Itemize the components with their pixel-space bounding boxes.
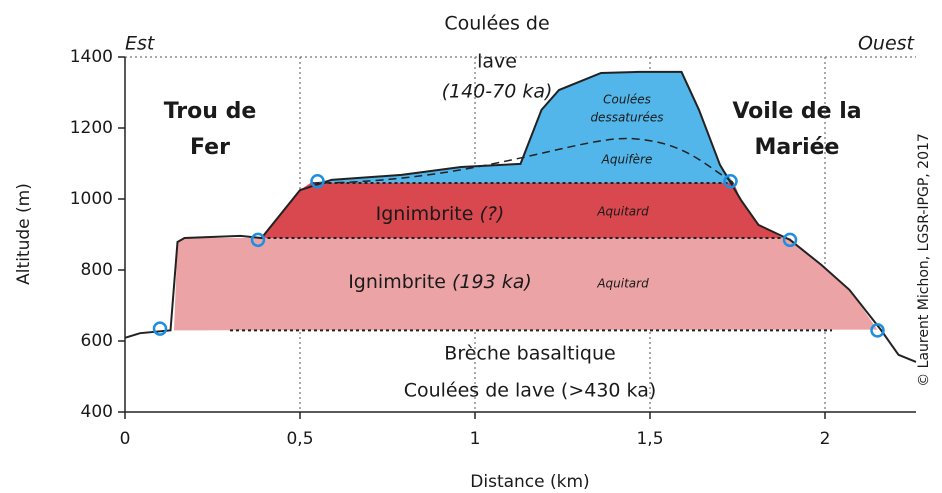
layer-label: dessaturées (590, 111, 663, 125)
top-title: (140-70 ka) (442, 81, 553, 103)
y-axis-label: Altitude (m) (14, 183, 34, 285)
layer-label: Ignimbrite(?) (376, 203, 505, 225)
breccia-label: Brèche basaltique (444, 343, 615, 365)
y-tick-label: 1200 (70, 118, 113, 138)
site-label: Mariée (755, 135, 840, 160)
x-tick-label: 2 (820, 429, 831, 449)
x-tick-label: 1,5 (636, 429, 663, 449)
credit: © Laurent Michon, LGSR-IPGP, 2017 (916, 133, 932, 387)
chart: Est Ouest Coulées de lave (140-70 ka) Tr… (0, 0, 942, 493)
layer-label: Coulées (603, 93, 651, 107)
site-label: Fer (190, 135, 230, 160)
top-title: Coulées de (444, 13, 549, 35)
spring (154, 323, 166, 335)
y-tick-label: 1400 (70, 47, 113, 67)
site-label: Trou de (164, 99, 257, 124)
layer-name: Ignimbrite (348, 271, 446, 293)
layer-age: (?) (479, 203, 504, 225)
y-tick-label: 1000 (70, 189, 113, 209)
y-tick-label: 600 (81, 331, 113, 351)
x-tick-label: 0,5 (286, 429, 313, 449)
y-tick-label: 800 (81, 260, 113, 280)
layer-name: Ignimbrite (376, 203, 474, 225)
x-tick-label: 1 (470, 429, 481, 449)
x-axis-label: Distance (km) (470, 472, 589, 492)
layer (262, 183, 784, 238)
x-tick-label: 0 (120, 429, 131, 449)
layer-role: Aquitard (596, 205, 649, 219)
east-label: Ouest (858, 33, 916, 55)
west-label: Est (125, 33, 156, 55)
top-title: lave (477, 51, 517, 73)
layer-role: Aquifère (601, 153, 653, 167)
basement-label: Coulées de lave (>430 ka) (404, 380, 657, 402)
layer-label: Ignimbrite (193 ka) (348, 271, 532, 293)
y-tick-label: 400 (81, 402, 113, 422)
layer-age: (193 ka) (452, 271, 532, 293)
site-label: Voile de la (732, 99, 861, 124)
layer-role: Aquitard (596, 277, 649, 291)
